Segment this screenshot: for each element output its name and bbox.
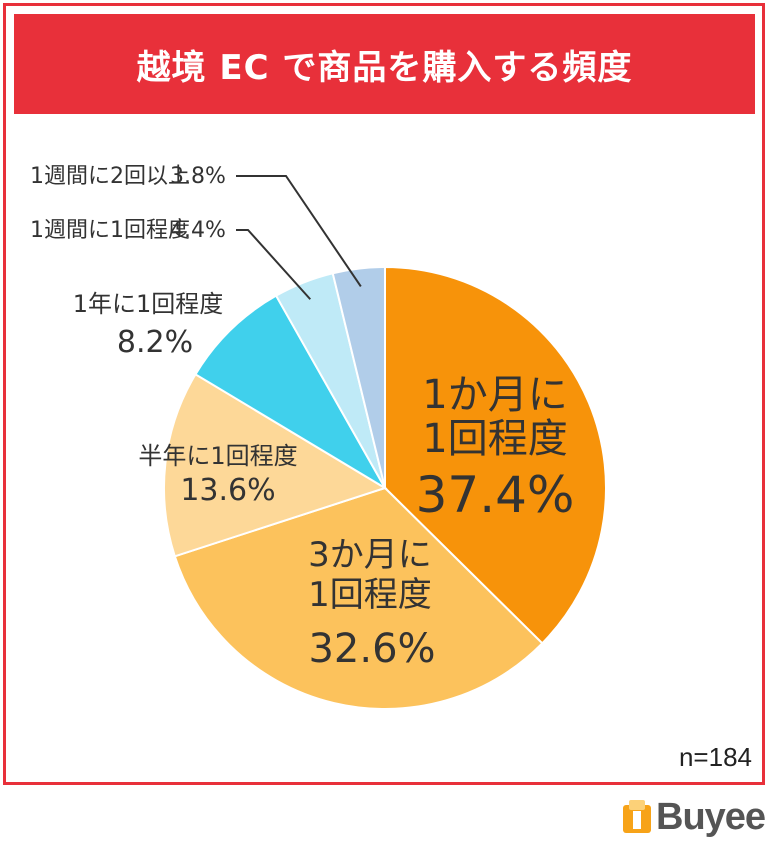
slice-2-label-line-1: 3か月に [308,535,432,575]
slice-2-label-line-2: 1回程度 [308,575,432,615]
brand-logo: Buyee [622,793,766,841]
slice-3-value-label: 13.6% [180,473,275,508]
slice-3-wedge [163,372,388,558]
slice-4-wedge [194,294,388,491]
title-banner: 越境 EC で商品を購入する頻度 [14,14,755,114]
slice-6-value-label: 3.8% [170,164,226,189]
slice-1-label-line-1: 1か月に [422,372,567,418]
slice-1-value-label: 37.4% [416,466,575,524]
slice-5-leader-line [236,229,312,300]
slice-3-label-line-1: 半年に1回程度 [138,442,297,470]
slice-1-label-line-2: 1回程度 [422,416,567,462]
slice-2-wedge [173,486,544,710]
slice-5-label-line-1: 1週間に1回程度 [30,218,190,243]
slice-5-value-label: 4.4% [170,218,226,243]
slice-6-leader-line [236,175,362,288]
box-logo-icon [622,799,652,835]
slice-4-label-line-1: 1年に1回程度 [73,290,224,318]
slice-4-value-label: 8.2% [117,325,193,360]
slice-6-label-line-1: 1週間に2回以上 [30,164,190,189]
slice-2-value-label: 32.6% [308,626,435,672]
chart-title: 越境 EC で商品を購入する頻度 [136,47,633,88]
chart-frame [3,3,765,785]
sample-size: n=184 [678,742,752,772]
brand-name: Buyee [656,795,766,838]
slice-6-wedge [331,265,386,489]
slice-1-wedge [384,265,607,645]
